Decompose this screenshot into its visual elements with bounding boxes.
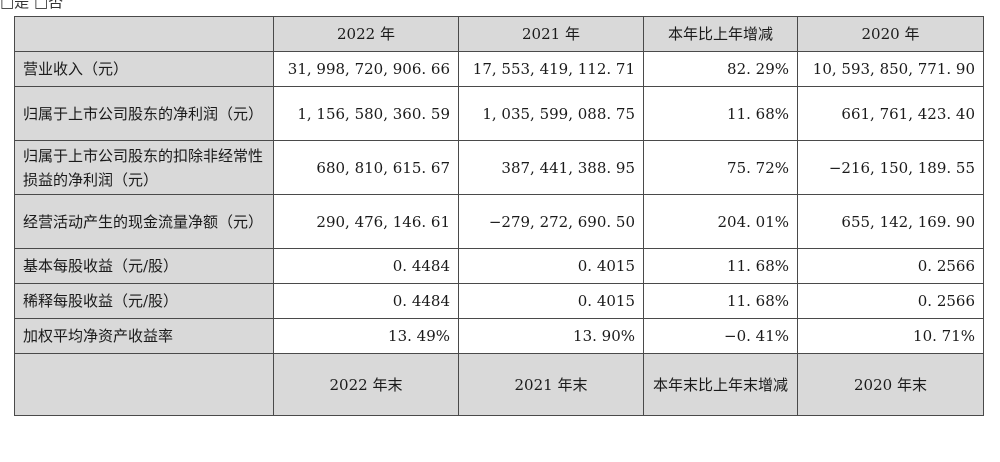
value-cell: 13. 49% [273, 318, 459, 354]
header-row: 2022 年 2021 年 本年比上年增减 2020 年 [14, 16, 984, 52]
value-cell: 11. 68% [643, 283, 798, 319]
value-cell: −0. 41% [643, 318, 798, 354]
table-row: 归属于上市公司股东的净利润（元） 1, 156, 580, 360. 59 1,… [14, 86, 984, 141]
value-cell: 82. 29% [643, 51, 798, 87]
table-row: 营业收入（元） 31, 998, 720, 906. 66 17, 553, 4… [14, 51, 984, 87]
value-cell: 387, 441, 388. 95 [458, 140, 644, 195]
value-cell: 1, 156, 580, 360. 59 [273, 86, 459, 141]
value-cell: 0. 2566 [797, 283, 984, 319]
financial-summary-table: 2022 年 2021 年 本年比上年增减 2020 年 营业收入（元） 31,… [14, 16, 984, 416]
value-cell: 13. 90% [458, 318, 644, 354]
header-blank-cell [14, 16, 274, 52]
header-2022: 2022 年 [273, 16, 459, 52]
table-row: 加权平均净资产收益率 13. 49% 13. 90% −0. 41% 10. 7… [14, 318, 984, 354]
value-cell: −216, 150, 189. 55 [797, 140, 984, 195]
footer-header-row: 2022 年末 2021 年末 本年末比上年末增减 2020 年末 [14, 353, 984, 416]
value-cell: 11. 68% [643, 248, 798, 284]
value-cell: 0. 4484 [273, 283, 459, 319]
footer-change-label: 本年末比上年末增减 [652, 375, 788, 394]
value-cell: −279, 272, 690. 50 [458, 194, 644, 249]
table-row: 基本每股收益（元/股） 0. 4484 0. 4015 11. 68% 0. 2… [14, 248, 984, 284]
value-cell: 204. 01% [643, 194, 798, 249]
value-cell: 75. 72% [643, 140, 798, 195]
footer-change: 本年末比上年末增减 [643, 353, 798, 416]
value-cell: 655, 142, 169. 90 [797, 194, 984, 249]
table-row: 稀释每股收益（元/股） 0. 4484 0. 4015 11. 68% 0. 2… [14, 283, 984, 319]
top-clipped-text: □是 □否 [0, 0, 64, 11]
value-cell: 0. 4484 [273, 248, 459, 284]
row-label: 基本每股收益（元/股） [14, 248, 274, 284]
value-cell: 290, 476, 146. 61 [273, 194, 459, 249]
footer-2020: 2020 年末 [797, 353, 984, 416]
value-cell: 1, 035, 599, 088. 75 [458, 86, 644, 141]
value-cell: 661, 761, 423. 40 [797, 86, 984, 141]
row-label: 归属于上市公司股东的净利润（元） [14, 86, 274, 141]
value-cell: 0. 4015 [458, 248, 644, 284]
row-label: 营业收入（元） [14, 51, 274, 87]
table-row: 归属于上市公司股东的扣除非经常性损益的净利润（元） 680, 810, 615.… [14, 140, 984, 195]
value-cell: 680, 810, 615. 67 [273, 140, 459, 195]
footer-blank-cell [14, 353, 274, 416]
value-cell: 0. 4015 [458, 283, 644, 319]
value-cell: 0. 2566 [797, 248, 984, 284]
footer-2022: 2022 年末 [273, 353, 459, 416]
table-row: 经营活动产生的现金流量净额（元） 290, 476, 146. 61 −279,… [14, 194, 984, 249]
value-cell: 10, 593, 850, 771. 90 [797, 51, 984, 87]
header-2020: 2020 年 [797, 16, 984, 52]
value-cell: 31, 998, 720, 906. 66 [273, 51, 459, 87]
header-2021: 2021 年 [458, 16, 644, 52]
header-change: 本年比上年增减 [643, 16, 798, 52]
row-label: 经营活动产生的现金流量净额（元） [14, 194, 274, 249]
footer-2021: 2021 年末 [458, 353, 644, 416]
value-cell: 10. 71% [797, 318, 984, 354]
value-cell: 17, 553, 419, 112. 71 [458, 51, 644, 87]
value-cell: 11. 68% [643, 86, 798, 141]
row-label: 归属于上市公司股东的扣除非经常性损益的净利润（元） [14, 140, 274, 195]
row-label: 加权平均净资产收益率 [14, 318, 274, 354]
row-label: 稀释每股收益（元/股） [14, 283, 274, 319]
